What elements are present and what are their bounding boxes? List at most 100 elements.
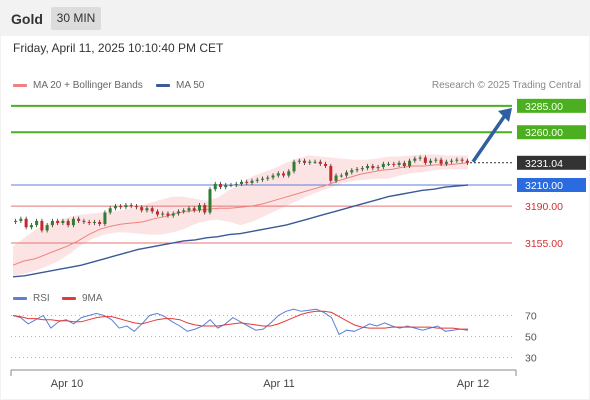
candle-body xyxy=(408,160,412,166)
candle-body xyxy=(255,179,259,181)
candle-body xyxy=(166,213,170,216)
candle-body xyxy=(140,207,144,211)
top-bar: Gold 30 MIN xyxy=(0,0,590,36)
rsi-ma-line xyxy=(12,310,468,330)
ma20-swatch xyxy=(13,84,27,87)
candle-body xyxy=(161,213,165,215)
rsi-ma-swatch xyxy=(62,297,76,300)
candle-body xyxy=(19,218,23,221)
ma50-line xyxy=(12,184,469,278)
legend-ma-bb: MA 20 + Bollinger Bands xyxy=(13,80,143,91)
candle-body xyxy=(313,161,317,163)
chart-datetime: Friday, April 11, 2025 10:10:40 PM CET xyxy=(13,41,224,55)
timeframe-button[interactable]: 30 MIN xyxy=(51,7,101,30)
candle-body xyxy=(229,185,233,186)
candle-body xyxy=(376,167,380,169)
candle-body xyxy=(45,225,49,231)
candle-body xyxy=(103,212,107,225)
candle-body xyxy=(465,160,469,163)
last-price-label-bg xyxy=(517,155,586,170)
rsi-line xyxy=(12,308,469,336)
candle-body xyxy=(261,178,265,180)
candle-body xyxy=(371,166,375,169)
level-label: 3155.00 xyxy=(525,238,563,250)
candle-body xyxy=(355,169,359,171)
candle-body xyxy=(66,220,70,226)
ma20-line xyxy=(12,162,469,266)
candle-body xyxy=(455,159,459,161)
level-label: 3210.00 xyxy=(525,180,563,192)
candle-body xyxy=(381,163,385,168)
candle-body xyxy=(402,162,406,166)
instrument-title: Gold xyxy=(11,11,43,27)
x-tick-label: Apr 11 xyxy=(263,378,295,390)
rsi-tick-label: 30 xyxy=(525,353,537,365)
candle-body xyxy=(56,220,60,223)
forecast-arrow-shaft xyxy=(471,112,508,163)
legend-rsi-ma: 9MA xyxy=(62,293,103,304)
candle-body xyxy=(276,173,280,176)
candle-body xyxy=(308,161,312,163)
level-label: 3260.00 xyxy=(525,127,563,139)
candle-body xyxy=(460,159,464,161)
candle-body xyxy=(450,160,454,162)
candle-body xyxy=(187,208,191,211)
legend-rsi: RSI xyxy=(13,293,50,304)
candle-body xyxy=(329,166,333,181)
candle-body xyxy=(297,160,301,162)
candle-body xyxy=(266,177,270,179)
candle-body xyxy=(423,157,427,163)
candle-body xyxy=(71,218,75,226)
legend-rsi-label: RSI xyxy=(33,293,50,304)
candle-body xyxy=(14,220,18,222)
candle-body xyxy=(282,173,286,176)
candle-body xyxy=(92,221,96,223)
candle-body xyxy=(145,208,149,211)
rsi-tick-label: 50 xyxy=(525,332,537,344)
level-label: 3190.00 xyxy=(525,201,563,213)
candle-body xyxy=(397,162,401,165)
forecast-arrow-head xyxy=(498,107,512,122)
candle-body xyxy=(203,205,207,213)
research-credit: Research © 2025 Trading Central xyxy=(431,80,581,91)
candle-body xyxy=(418,157,422,159)
candle-body xyxy=(108,208,112,213)
candle-body xyxy=(434,159,438,161)
candle-body xyxy=(155,211,159,215)
candle-body xyxy=(134,206,138,208)
candle-body xyxy=(324,163,328,166)
candle-body xyxy=(271,175,275,178)
candle-body xyxy=(250,180,254,183)
legend-rsi-ma-label: 9MA xyxy=(82,293,103,304)
candle-body xyxy=(119,206,123,208)
candle-body xyxy=(292,161,296,172)
candle-body xyxy=(392,163,396,165)
candle-body xyxy=(182,210,186,212)
candle-body xyxy=(218,183,222,188)
level-label-bg xyxy=(517,98,586,113)
candle-body xyxy=(171,213,175,216)
candle-body xyxy=(234,183,238,185)
legend-ma50-label: MA 50 xyxy=(176,80,205,91)
candle-body xyxy=(176,211,180,214)
candle-body xyxy=(35,220,39,226)
candle-body xyxy=(360,168,364,170)
ma50-swatch xyxy=(156,84,170,87)
legend-ma50: MA 50 xyxy=(156,80,204,91)
candle-body xyxy=(224,185,228,188)
candle-body xyxy=(345,172,349,176)
candle-body xyxy=(150,208,154,212)
level-label: 3285.00 xyxy=(525,101,563,113)
candle-body xyxy=(129,205,133,207)
candle-body xyxy=(113,206,117,209)
legend-ma-bb-label: MA 20 + Bollinger Bands xyxy=(33,80,143,91)
candle-body xyxy=(444,161,448,164)
candle-body xyxy=(439,159,443,164)
rsi-swatch xyxy=(13,297,27,300)
candle-body xyxy=(429,160,433,163)
bollinger-band xyxy=(13,154,468,276)
candle-body xyxy=(303,160,307,163)
candle-body xyxy=(87,221,91,223)
candle-body xyxy=(197,205,201,211)
candle-body xyxy=(413,158,417,161)
